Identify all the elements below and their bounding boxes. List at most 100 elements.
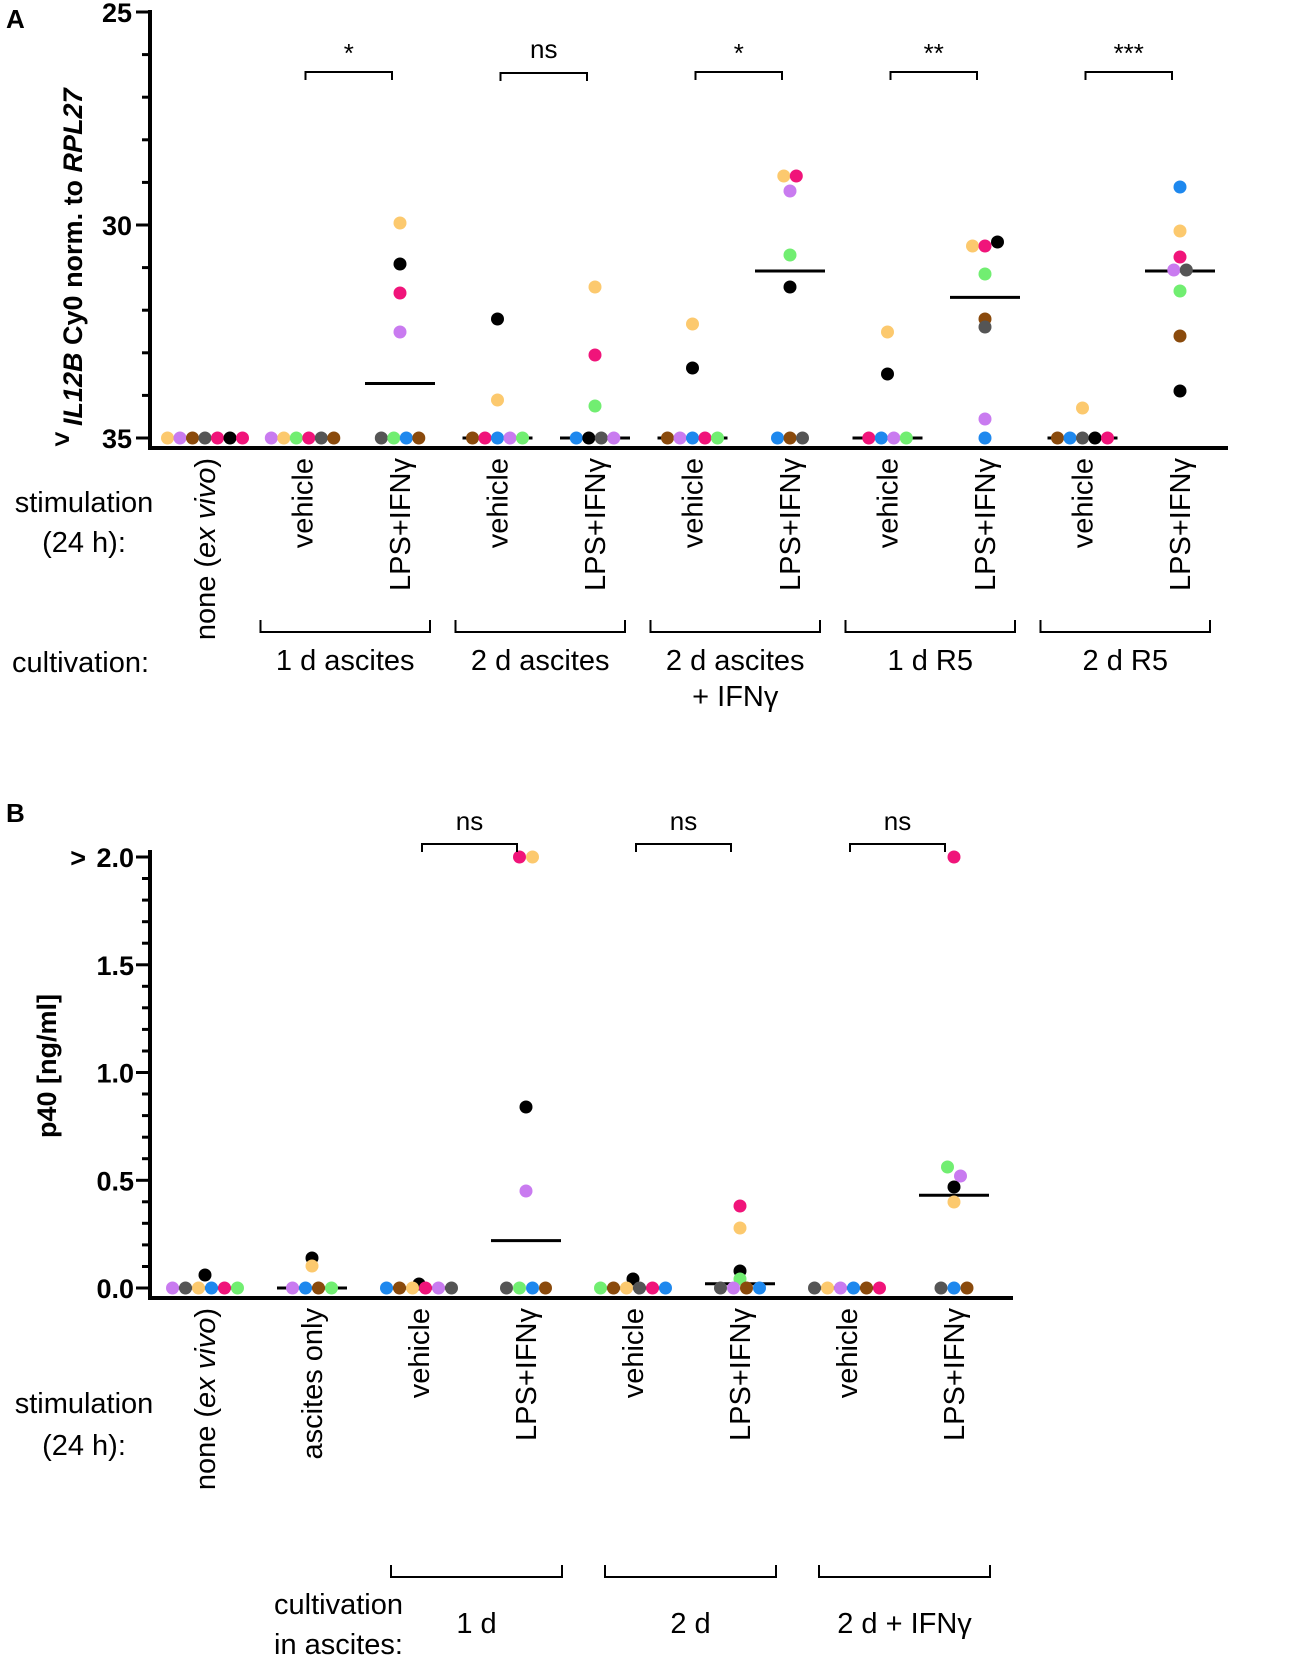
data-point-black (582, 431, 596, 445)
data-point-green (513, 1281, 526, 1295)
data-point-blue (659, 1281, 672, 1295)
group-label: 1 d (456, 1608, 496, 1640)
stimulation-sublabel: (24 h): (42, 527, 126, 559)
category-label: LPS+IFNγ (385, 458, 417, 591)
group-label: 2 d ascites (666, 645, 805, 677)
data-point-gray (633, 1281, 646, 1295)
data-point-brown (783, 431, 797, 445)
data-point-orange (947, 1195, 961, 1209)
category-label: LPS+IFNγ (775, 458, 807, 591)
group-bracket (844, 620, 1016, 633)
group-label: 2 d ascites (471, 645, 610, 677)
category-label: none (ex vivo) (190, 1308, 222, 1490)
category-label-text: LPS+IFNγ (725, 1308, 757, 1441)
data-point-orange (881, 325, 894, 339)
data-point-purple (727, 1281, 740, 1295)
data-point-pink (419, 1281, 432, 1295)
data-point-brown (607, 1281, 620, 1295)
panel-a-points (161, 169, 1193, 445)
data-point-orange (588, 280, 602, 294)
data-point-pink (478, 431, 492, 445)
panel-b-points (166, 850, 974, 1295)
data-point-pink (646, 1281, 659, 1295)
data-point-blue (686, 431, 699, 445)
data-point-pink (513, 850, 526, 864)
panel-b-y-ticks: 0.0 0.5 1.0 1.5 2.0 > (70, 843, 150, 1304)
data-point-blue (771, 431, 784, 445)
cultivation-label: cultivation (274, 1589, 403, 1621)
panel-b-group-labels: 1 d 2 d 2 d + IFNγ (390, 1565, 991, 1640)
data-point-orange (733, 1221, 747, 1235)
data-point-purple (264, 431, 278, 445)
data-point-orange (161, 431, 174, 445)
category-label-italic: ex vivo (190, 468, 222, 558)
group-label: 1 d ascites (276, 645, 415, 677)
data-point-purple (607, 431, 621, 445)
data-point-gray (714, 1281, 727, 1295)
panel-a-y-ticks: 25 30 35 > (54, 0, 150, 454)
significance-label: ** (924, 38, 944, 68)
cultivation-sublabel: in ascites: (274, 1629, 403, 1658)
group-label: + IFNγ (692, 681, 779, 713)
data-point-green (783, 248, 797, 262)
data-point-pink (1173, 250, 1187, 264)
y-axis-title-text: Cy0 norm. to (58, 172, 88, 352)
data-point-orange (1076, 401, 1089, 415)
stimulation-label: stimulation (15, 1388, 154, 1420)
category-label-text: none ( (190, 1408, 222, 1491)
y-axis-title: IL12B Cy0 norm. to RPL27 (58, 86, 88, 426)
data-point-green (711, 431, 724, 445)
data-point-gray (1179, 263, 1193, 277)
data-point-brown (312, 1281, 325, 1295)
data-point-orange (277, 431, 291, 445)
panel-b-means (170, 1193, 989, 1290)
data-point-blue (569, 431, 583, 445)
data-point-orange (491, 393, 504, 407)
category-label-text: vehicle (288, 458, 320, 548)
data-point-blue (1173, 180, 1187, 194)
significance-label: * (344, 38, 354, 68)
significance-bracket (421, 843, 518, 852)
category-label-text: LPS+IFNγ (970, 458, 1002, 591)
panel-b-axes (148, 850, 1013, 1300)
data-point-purple (673, 431, 687, 445)
category-label-text: LPS+IFNγ (385, 458, 417, 591)
data-point-pink (393, 286, 407, 300)
y-tick-label: 30 (102, 211, 132, 241)
category-label: vehicle (873, 458, 905, 548)
panel-a-y-axis-label: IL12B Cy0 norm. to RPL27 (58, 86, 88, 426)
y-axis-title-ref: RPL27 (58, 86, 88, 172)
data-point-black (783, 280, 797, 294)
data-point-blue (847, 1281, 860, 1295)
category-label: vehicle (288, 458, 320, 548)
panel-a-means (170, 269, 1215, 440)
y-tick-label: 35 (102, 424, 132, 454)
group-bracket (649, 620, 821, 633)
panel-b: B 0.0 0.5 1.0 1.5 2.0 > p40 [ng/ml] ns ns ns no… (6, 798, 1013, 1658)
y-tick-label: 0.5 (96, 1166, 134, 1196)
panel-a-axes (148, 10, 1228, 450)
data-point-black (686, 361, 699, 375)
group-bracket (604, 1565, 777, 1578)
panel-b-row-labels: stimulation (24 h): cultivation in ascites: (15, 1388, 403, 1658)
group-label: 2 d R5 (1083, 645, 1168, 677)
significance-bracket (635, 843, 732, 852)
data-point-purple (1167, 263, 1181, 277)
data-point-brown (740, 1281, 753, 1295)
panel-a-significance: * ns * ** *** (304, 34, 1173, 81)
data-point-brown (186, 431, 199, 445)
data-point-pink (947, 850, 961, 864)
group-bracket (454, 620, 626, 633)
data-point-black (223, 431, 237, 445)
y-tick-label: 1.5 (96, 951, 134, 981)
panel-b-significance: ns ns ns (421, 806, 946, 852)
data-point-black (491, 312, 504, 326)
data-point-pink (218, 1281, 231, 1295)
significance-label: * (734, 38, 744, 68)
data-point-purple (887, 431, 901, 445)
group-bracket (390, 1565, 563, 1578)
data-point-pink (211, 431, 224, 445)
data-point-gray (179, 1281, 192, 1295)
